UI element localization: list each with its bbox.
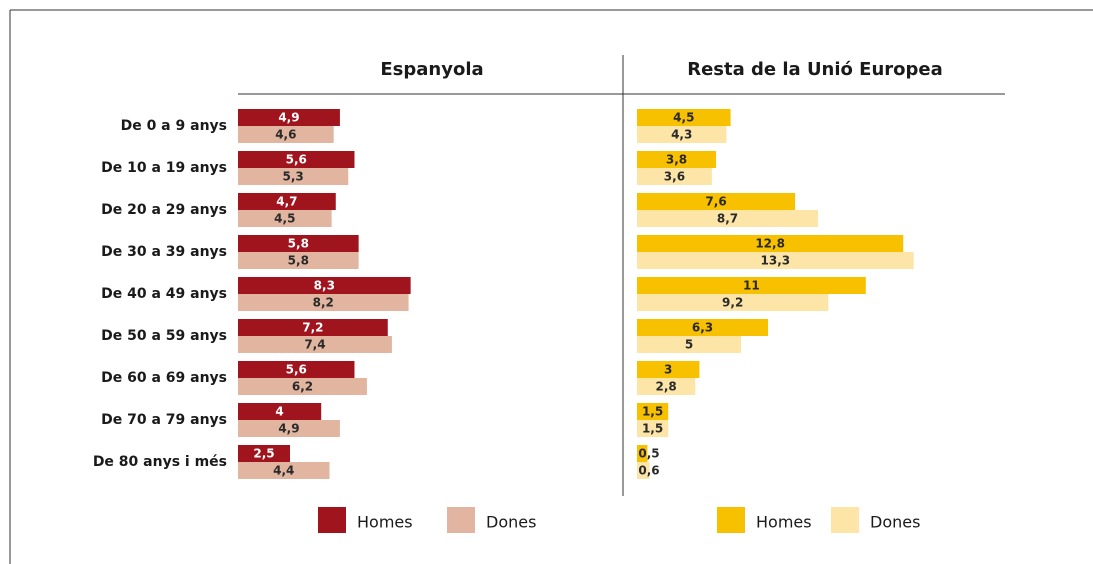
bar: [238, 319, 388, 336]
value-label: 5: [685, 338, 693, 352]
value-label: 4,5: [673, 111, 694, 125]
value-label: 4,9: [278, 422, 299, 436]
value-label: 7,4: [304, 338, 325, 352]
bar: [238, 420, 340, 437]
bar: [238, 336, 392, 353]
bar: [637, 445, 648, 462]
value-label: 12,8: [755, 237, 785, 251]
bar: [637, 252, 914, 269]
value-label: 3,6: [664, 170, 685, 184]
bar: [637, 126, 727, 143]
category-label: De 10 a 19 anys: [101, 160, 227, 176]
bar: [238, 462, 330, 479]
value-label: 4,4: [273, 464, 294, 478]
value-label: 4,5: [274, 212, 295, 226]
legend-swatch: [447, 507, 475, 533]
bar: [637, 420, 669, 437]
bar: [238, 193, 336, 210]
legend-label: Homes: [756, 513, 812, 532]
bar: [637, 168, 712, 185]
bar: [637, 193, 796, 210]
bar: [637, 361, 700, 378]
value-label: 5,6: [286, 153, 307, 167]
value-label: 7,6: [705, 195, 726, 209]
bar: [637, 403, 669, 420]
bar: [238, 151, 355, 168]
category-label: De 70 a 79 anys: [101, 412, 227, 428]
category-label: De 50 a 59 anys: [101, 328, 227, 344]
bar: [238, 277, 411, 294]
value-label: 1,5: [642, 405, 663, 419]
value-label: 6,2: [292, 380, 313, 394]
value-label: 3,8: [666, 153, 687, 167]
legend-swatch: [831, 507, 859, 533]
bar: [238, 445, 290, 462]
bar: [238, 126, 334, 143]
category-label: De 80 anys i més: [93, 454, 227, 470]
value-label: 5,8: [288, 237, 309, 251]
category-label: De 40 a 49 anys: [101, 286, 227, 302]
bar: [238, 294, 409, 311]
bar: [238, 109, 340, 126]
value-label: 9,2: [722, 296, 743, 310]
value-label: 4,7: [276, 195, 297, 209]
category-label: De 0 a 9 anys: [121, 118, 227, 134]
value-label: 11: [743, 279, 760, 293]
bar: [637, 277, 866, 294]
value-label: 6,3: [692, 321, 713, 335]
bar: [238, 235, 359, 252]
value-label: 0,6: [638, 464, 659, 478]
bar: [637, 109, 731, 126]
value-label: 5,6: [286, 363, 307, 377]
bar: [238, 168, 349, 185]
category-label: De 20 a 29 anys: [101, 202, 227, 218]
legend-swatch: [717, 507, 745, 533]
value-label: 2,8: [655, 380, 676, 394]
bar: [637, 294, 829, 311]
value-label: 5,8: [288, 254, 309, 268]
category-label: De 60 a 69 anys: [101, 370, 227, 386]
value-label: 7,2: [302, 321, 323, 335]
value-label: 13,3: [761, 254, 791, 268]
value-label: 1,5: [642, 422, 663, 436]
chart-title: Resta de la Unió Europea: [687, 59, 943, 80]
bar: [238, 210, 332, 227]
bar: [238, 403, 322, 420]
legend-label: Dones: [486, 513, 536, 532]
bar: [637, 462, 650, 479]
chart-title: Espanyola: [380, 59, 483, 80]
bar: [637, 210, 818, 227]
value-label: 8,3: [314, 279, 335, 293]
value-label: 4: [275, 405, 283, 419]
value-label: 8,7: [717, 212, 738, 226]
category-label: De 30 a 39 anys: [101, 244, 227, 260]
bar: [238, 252, 359, 269]
bar: [637, 235, 904, 252]
value-label: 4,6: [275, 128, 296, 142]
bar: [637, 378, 696, 395]
value-label: 8,2: [313, 296, 334, 310]
value-label: 4,3: [671, 128, 692, 142]
bar: [637, 151, 717, 168]
legend-label: Homes: [357, 513, 413, 532]
value-label: 3: [664, 363, 672, 377]
value-label: 2,5: [253, 447, 274, 461]
bar: [637, 336, 741, 353]
bar: [238, 361, 355, 378]
legend-swatch: [318, 507, 346, 533]
bar: [238, 378, 367, 395]
value-label: 5,3: [282, 170, 303, 184]
value-label: 0,5: [638, 447, 659, 461]
legend-label: Dones: [870, 513, 920, 532]
bar: [637, 319, 769, 336]
value-label: 4,9: [278, 111, 299, 125]
